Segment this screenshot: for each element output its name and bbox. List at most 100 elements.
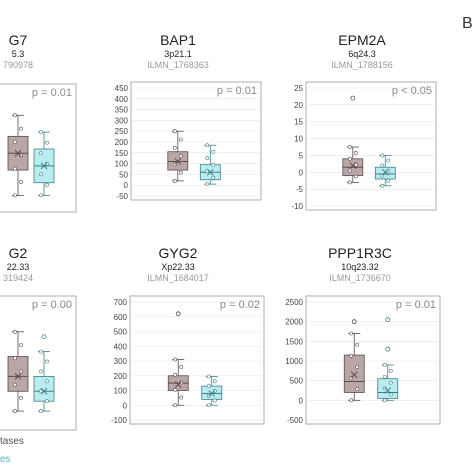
legend-metastases: tases (0, 436, 24, 447)
y-tick-label: 100 (115, 160, 129, 169)
data-point (355, 364, 360, 369)
data-point (13, 193, 17, 198)
box-iqr (374, 166, 396, 180)
data-point (380, 153, 385, 158)
data-point (13, 166, 17, 171)
y-tick-label: 300 (114, 357, 128, 366)
box-metastases (342, 95, 364, 185)
data-point (206, 374, 211, 379)
data-point (347, 180, 352, 185)
legend-primaries: es (0, 454, 11, 465)
box-iqr (377, 378, 399, 399)
data-point (212, 379, 217, 384)
y-tick-label: 15 (294, 118, 303, 127)
box-primaries (199, 143, 221, 187)
data-point (205, 156, 210, 161)
plot-frame (305, 81, 437, 211)
mean-marker (14, 149, 22, 157)
data-point (173, 372, 178, 377)
data-point (45, 379, 49, 384)
data-point (386, 178, 391, 183)
box-metastases (7, 329, 29, 414)
y-tick-label: 400 (115, 95, 129, 104)
data-point (205, 143, 210, 148)
outlier-point (41, 334, 47, 340)
data-point (19, 153, 23, 158)
data-point (178, 154, 183, 158)
data-point (179, 380, 184, 385)
y-tick-label: -5 (296, 185, 304, 194)
plot-frame (129, 295, 265, 425)
data-point (13, 113, 17, 118)
mean-marker (14, 373, 22, 380)
box-iqr (7, 356, 29, 392)
data-point (388, 368, 393, 373)
data-point (179, 395, 184, 400)
data-point (39, 130, 43, 135)
y-tick-label: 2500 (285, 298, 303, 307)
y-tick-label: 500 (290, 377, 304, 386)
data-point (172, 145, 177, 150)
data-point (388, 380, 393, 385)
box-primaries (377, 317, 399, 403)
chromosome-location: 5.3 (12, 49, 25, 59)
gene-name: G2 (9, 245, 28, 261)
probe-id: ILMN_1684017 (147, 273, 209, 283)
gene-name: G7 (9, 32, 28, 48)
data-point (178, 170, 183, 175)
data-point (19, 126, 23, 131)
mean-marker (206, 168, 214, 176)
data-point (347, 168, 352, 173)
data-point (13, 140, 17, 144)
data-point (45, 140, 49, 145)
data-point (355, 342, 360, 347)
y-tick-label: 0 (299, 168, 304, 177)
data-point (212, 398, 217, 403)
y-tick-label: 25 (294, 84, 303, 93)
y-tick-label: 700 (114, 298, 128, 307)
data-point (353, 150, 358, 155)
data-point (39, 193, 43, 198)
data-point (173, 403, 178, 408)
mean-marker (384, 387, 392, 394)
y-tick-label: -10 (291, 202, 303, 211)
data-point (39, 172, 43, 177)
y-tick-label: 5 (299, 151, 304, 160)
mean-marker (349, 162, 357, 169)
data-point (211, 175, 216, 180)
y-tick-label: 200 (115, 138, 129, 147)
data-point (382, 398, 387, 403)
data-point (39, 369, 43, 374)
y-tick-label: 1000 (285, 357, 303, 366)
mean-marker (174, 381, 182, 388)
data-point (13, 409, 17, 414)
data-point (380, 163, 385, 168)
data-point (39, 409, 43, 414)
p-value-label: p = 0.02 (220, 299, 260, 311)
box-primaries (201, 374, 223, 408)
data-point (45, 399, 49, 404)
mean-marker (208, 390, 216, 397)
outlier-point (175, 311, 181, 317)
data-point (45, 161, 49, 166)
data-point (211, 162, 216, 167)
gene-name: BAP1 (160, 32, 196, 48)
y-tick-label: 100 (114, 387, 128, 396)
p-value-label: p = 0.01 (217, 85, 257, 97)
mean-marker (40, 387, 48, 395)
data-point (349, 353, 354, 358)
gene-name: EPM2A (338, 32, 386, 48)
data-point (206, 393, 211, 398)
outlier-point (350, 95, 356, 101)
chromosome-location: 10q23.32 (341, 262, 379, 272)
box-primaries (374, 153, 396, 188)
box-iqr (201, 385, 223, 400)
probe-id: 319424 (3, 273, 33, 283)
probe-id: 790978 (3, 60, 33, 70)
chromosome-location: Xp22.33 (161, 262, 195, 272)
y-tick-label: 350 (115, 106, 129, 115)
mean-marker (174, 158, 182, 165)
